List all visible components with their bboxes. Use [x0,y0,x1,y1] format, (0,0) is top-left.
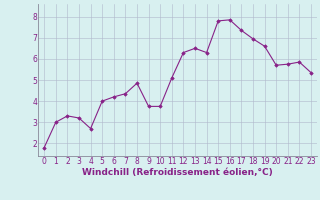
X-axis label: Windchill (Refroidissement éolien,°C): Windchill (Refroidissement éolien,°C) [82,168,273,177]
